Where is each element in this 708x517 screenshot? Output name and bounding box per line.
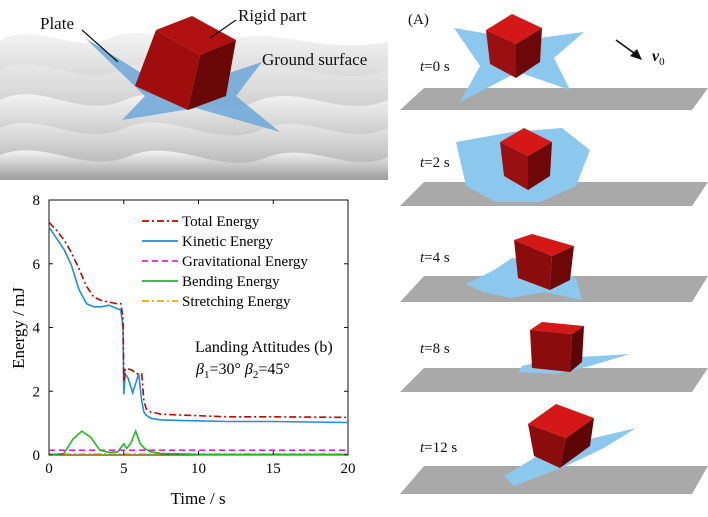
x-tick-label: 15 [266, 461, 281, 477]
y-tick-label: 0 [33, 448, 41, 464]
legend-entry: Kinetic Energy [182, 234, 273, 250]
cube-left [135, 30, 200, 110]
plate-shape [85, 38, 280, 132]
plate-pointer [81, 29, 119, 63]
y-tick-label: 6 [33, 257, 41, 273]
frame-label-t0: t=0 s [420, 59, 450, 75]
legend: Total Energy Kinetic Energy Gravitational … [142, 214, 308, 310]
velocity-label: v0 [652, 48, 665, 68]
cube-right [560, 418, 594, 468]
ground-surface-callout: Ground surface [262, 50, 368, 69]
x-tick-label: 5 [120, 461, 128, 477]
beta1-subscript: 1 [204, 369, 210, 381]
x-tick-label: 10 [191, 461, 206, 477]
snapshot-scene [400, 14, 708, 494]
cube-left [486, 30, 516, 78]
rigid-part-pointer [209, 19, 237, 39]
cube-left [514, 240, 552, 290]
y-tick-label: 8 [33, 193, 41, 209]
cube-right [550, 246, 574, 290]
series-layer [48, 221, 349, 456]
frame-label-t4: t=4 s [420, 250, 450, 266]
velocity-arrowhead [630, 49, 642, 60]
y-axis-label: Energy / mJ [9, 287, 28, 369]
frame-0s [400, 14, 708, 110]
x-tick-label: 0 [45, 461, 53, 477]
energy-chart: 0 5 10 15 20 0 2 4 6 8 Time / s Energy / mJ Total… [0, 188, 388, 512]
x-axis-label: Time / s [170, 489, 225, 508]
terrain-illustration: Plate Rigid part Ground surface [0, 0, 388, 181]
ground-slab [400, 88, 708, 110]
snapshot-panel: (A) v0 t=0 s t=2 s t=4 s t=8 s t=12 s [394, 0, 708, 512]
legend-entry: Stretching Energy [182, 294, 291, 310]
ground-slab [400, 466, 708, 494]
legend-entry: Bending Energy [182, 274, 280, 290]
series-line-total-energy [48, 221, 349, 419]
cube-top [486, 14, 542, 44]
legend-entry: Total Energy [182, 214, 260, 230]
plate-callout: Plate [40, 14, 74, 33]
cube-right [188, 40, 236, 110]
legend-entry: Gravitational Energy [182, 254, 308, 270]
cube-left [500, 142, 528, 190]
frame-label-t2: t=2 s [420, 155, 450, 171]
energy-chart-svg: 0 5 10 15 20 0 2 4 6 8 Time / s Energy / mJ Total… [9, 193, 356, 508]
cube-top [156, 16, 236, 55]
terrain-scene [0, 16, 388, 181]
cube-right [516, 28, 542, 78]
cube-left [528, 424, 566, 468]
cube-top [530, 322, 584, 334]
velocity-symbol: v [652, 48, 660, 65]
velocity-subscript: 0 [659, 56, 665, 69]
ground-wave-5 [0, 150, 388, 180]
frame-label-t12: t=12 s [420, 440, 458, 456]
cube-top [528, 404, 594, 438]
cube-right [570, 326, 584, 372]
panel-a-label: (A) [408, 12, 429, 28]
cube-top [514, 234, 574, 256]
frame-4s [400, 234, 708, 302]
beta1-symbol: β [195, 361, 204, 378]
annotation-line1: Landing Attitudes (b) [195, 339, 333, 356]
tick-layer: 0 5 10 15 20 0 2 4 6 8 [33, 193, 356, 477]
annotation-line2: β1=30° β2=45° [195, 361, 290, 381]
y-tick-label: 2 [33, 384, 41, 400]
beta1-value: =30° [209, 361, 240, 378]
beta2-subscript: 2 [253, 369, 259, 381]
cube-top [500, 128, 552, 156]
beta2-symbol: β [244, 361, 253, 378]
x-tick-label: 20 [341, 461, 356, 477]
frame-label-t8: t=8 s [420, 341, 450, 357]
cube-left [530, 330, 572, 372]
rigid-part-callout: Rigid part [238, 6, 307, 25]
frame-8s [400, 322, 708, 392]
frame-2s [400, 128, 708, 206]
beta2-value: =45° [258, 361, 289, 378]
frame-12s [400, 404, 708, 494]
ground-slab [400, 368, 708, 392]
y-tick-label: 4 [33, 321, 41, 337]
cube-right [528, 142, 552, 190]
series-line-kinetic-energy [48, 226, 349, 424]
series-line-bending-energy [48, 428, 348, 456]
plot-area [48, 199, 349, 456]
